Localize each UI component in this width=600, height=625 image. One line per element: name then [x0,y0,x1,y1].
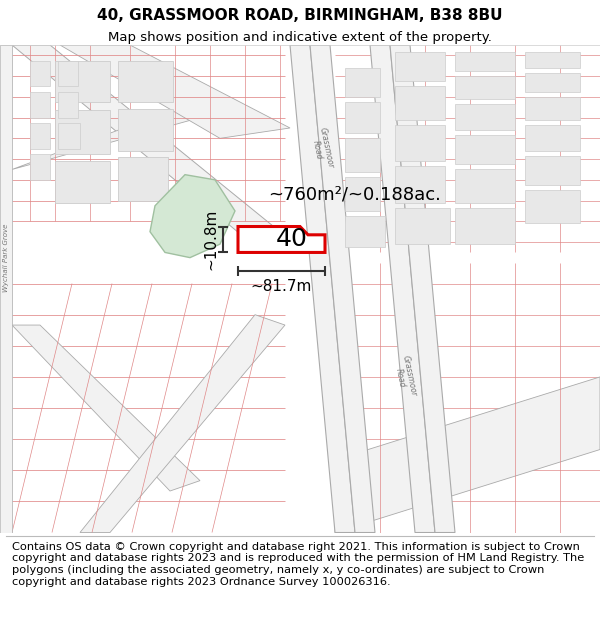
Polygon shape [335,377,600,532]
Text: ~760m²/~0.188ac.: ~760m²/~0.188ac. [268,186,441,204]
Polygon shape [525,156,580,185]
Polygon shape [525,125,580,151]
Polygon shape [525,73,580,92]
Text: Contains OS data © Crown copyright and database right 2021. This information is : Contains OS data © Crown copyright and d… [12,542,584,586]
Polygon shape [395,125,445,161]
Polygon shape [390,45,455,532]
Polygon shape [395,166,445,202]
Text: 40: 40 [275,228,307,251]
Polygon shape [55,111,110,154]
Polygon shape [0,45,12,532]
Polygon shape [345,177,380,211]
Text: Grassmoor
Road: Grassmoor Road [392,355,418,399]
Polygon shape [395,86,445,119]
Polygon shape [150,174,235,258]
Polygon shape [12,45,280,242]
Polygon shape [525,190,580,223]
Polygon shape [455,208,515,244]
Polygon shape [30,154,50,180]
Polygon shape [455,135,515,164]
Polygon shape [58,61,78,86]
Polygon shape [12,107,200,169]
Polygon shape [58,122,80,149]
Polygon shape [80,314,285,532]
Polygon shape [310,45,375,532]
Polygon shape [455,104,515,130]
Polygon shape [345,216,385,248]
Polygon shape [525,52,580,68]
Polygon shape [55,161,110,202]
Polygon shape [238,226,325,253]
Polygon shape [118,157,168,201]
Polygon shape [345,68,380,97]
Polygon shape [118,61,173,102]
Polygon shape [345,138,380,171]
Polygon shape [55,61,110,102]
Polygon shape [525,97,580,119]
Polygon shape [455,76,515,99]
Polygon shape [12,325,200,491]
Polygon shape [118,109,173,151]
Text: ~81.7m: ~81.7m [251,279,312,294]
Polygon shape [30,92,50,118]
Polygon shape [30,122,50,149]
Polygon shape [290,45,355,532]
Polygon shape [395,208,450,244]
Text: Wychall Park Grove: Wychall Park Grove [3,224,9,292]
Polygon shape [58,92,78,118]
Text: Map shows position and indicative extent of the property.: Map shows position and indicative extent… [108,31,492,44]
Polygon shape [30,61,50,86]
Text: Grassmoor
Road: Grassmoor Road [308,126,335,171]
Polygon shape [60,45,290,138]
Polygon shape [345,102,380,133]
Polygon shape [455,52,515,71]
Polygon shape [395,52,445,81]
Polygon shape [455,169,515,202]
Polygon shape [370,45,435,532]
Text: ~10.8m: ~10.8m [203,209,218,270]
Text: 40, GRASSMOOR ROAD, BIRMINGHAM, B38 8BU: 40, GRASSMOOR ROAD, BIRMINGHAM, B38 8BU [97,8,503,23]
